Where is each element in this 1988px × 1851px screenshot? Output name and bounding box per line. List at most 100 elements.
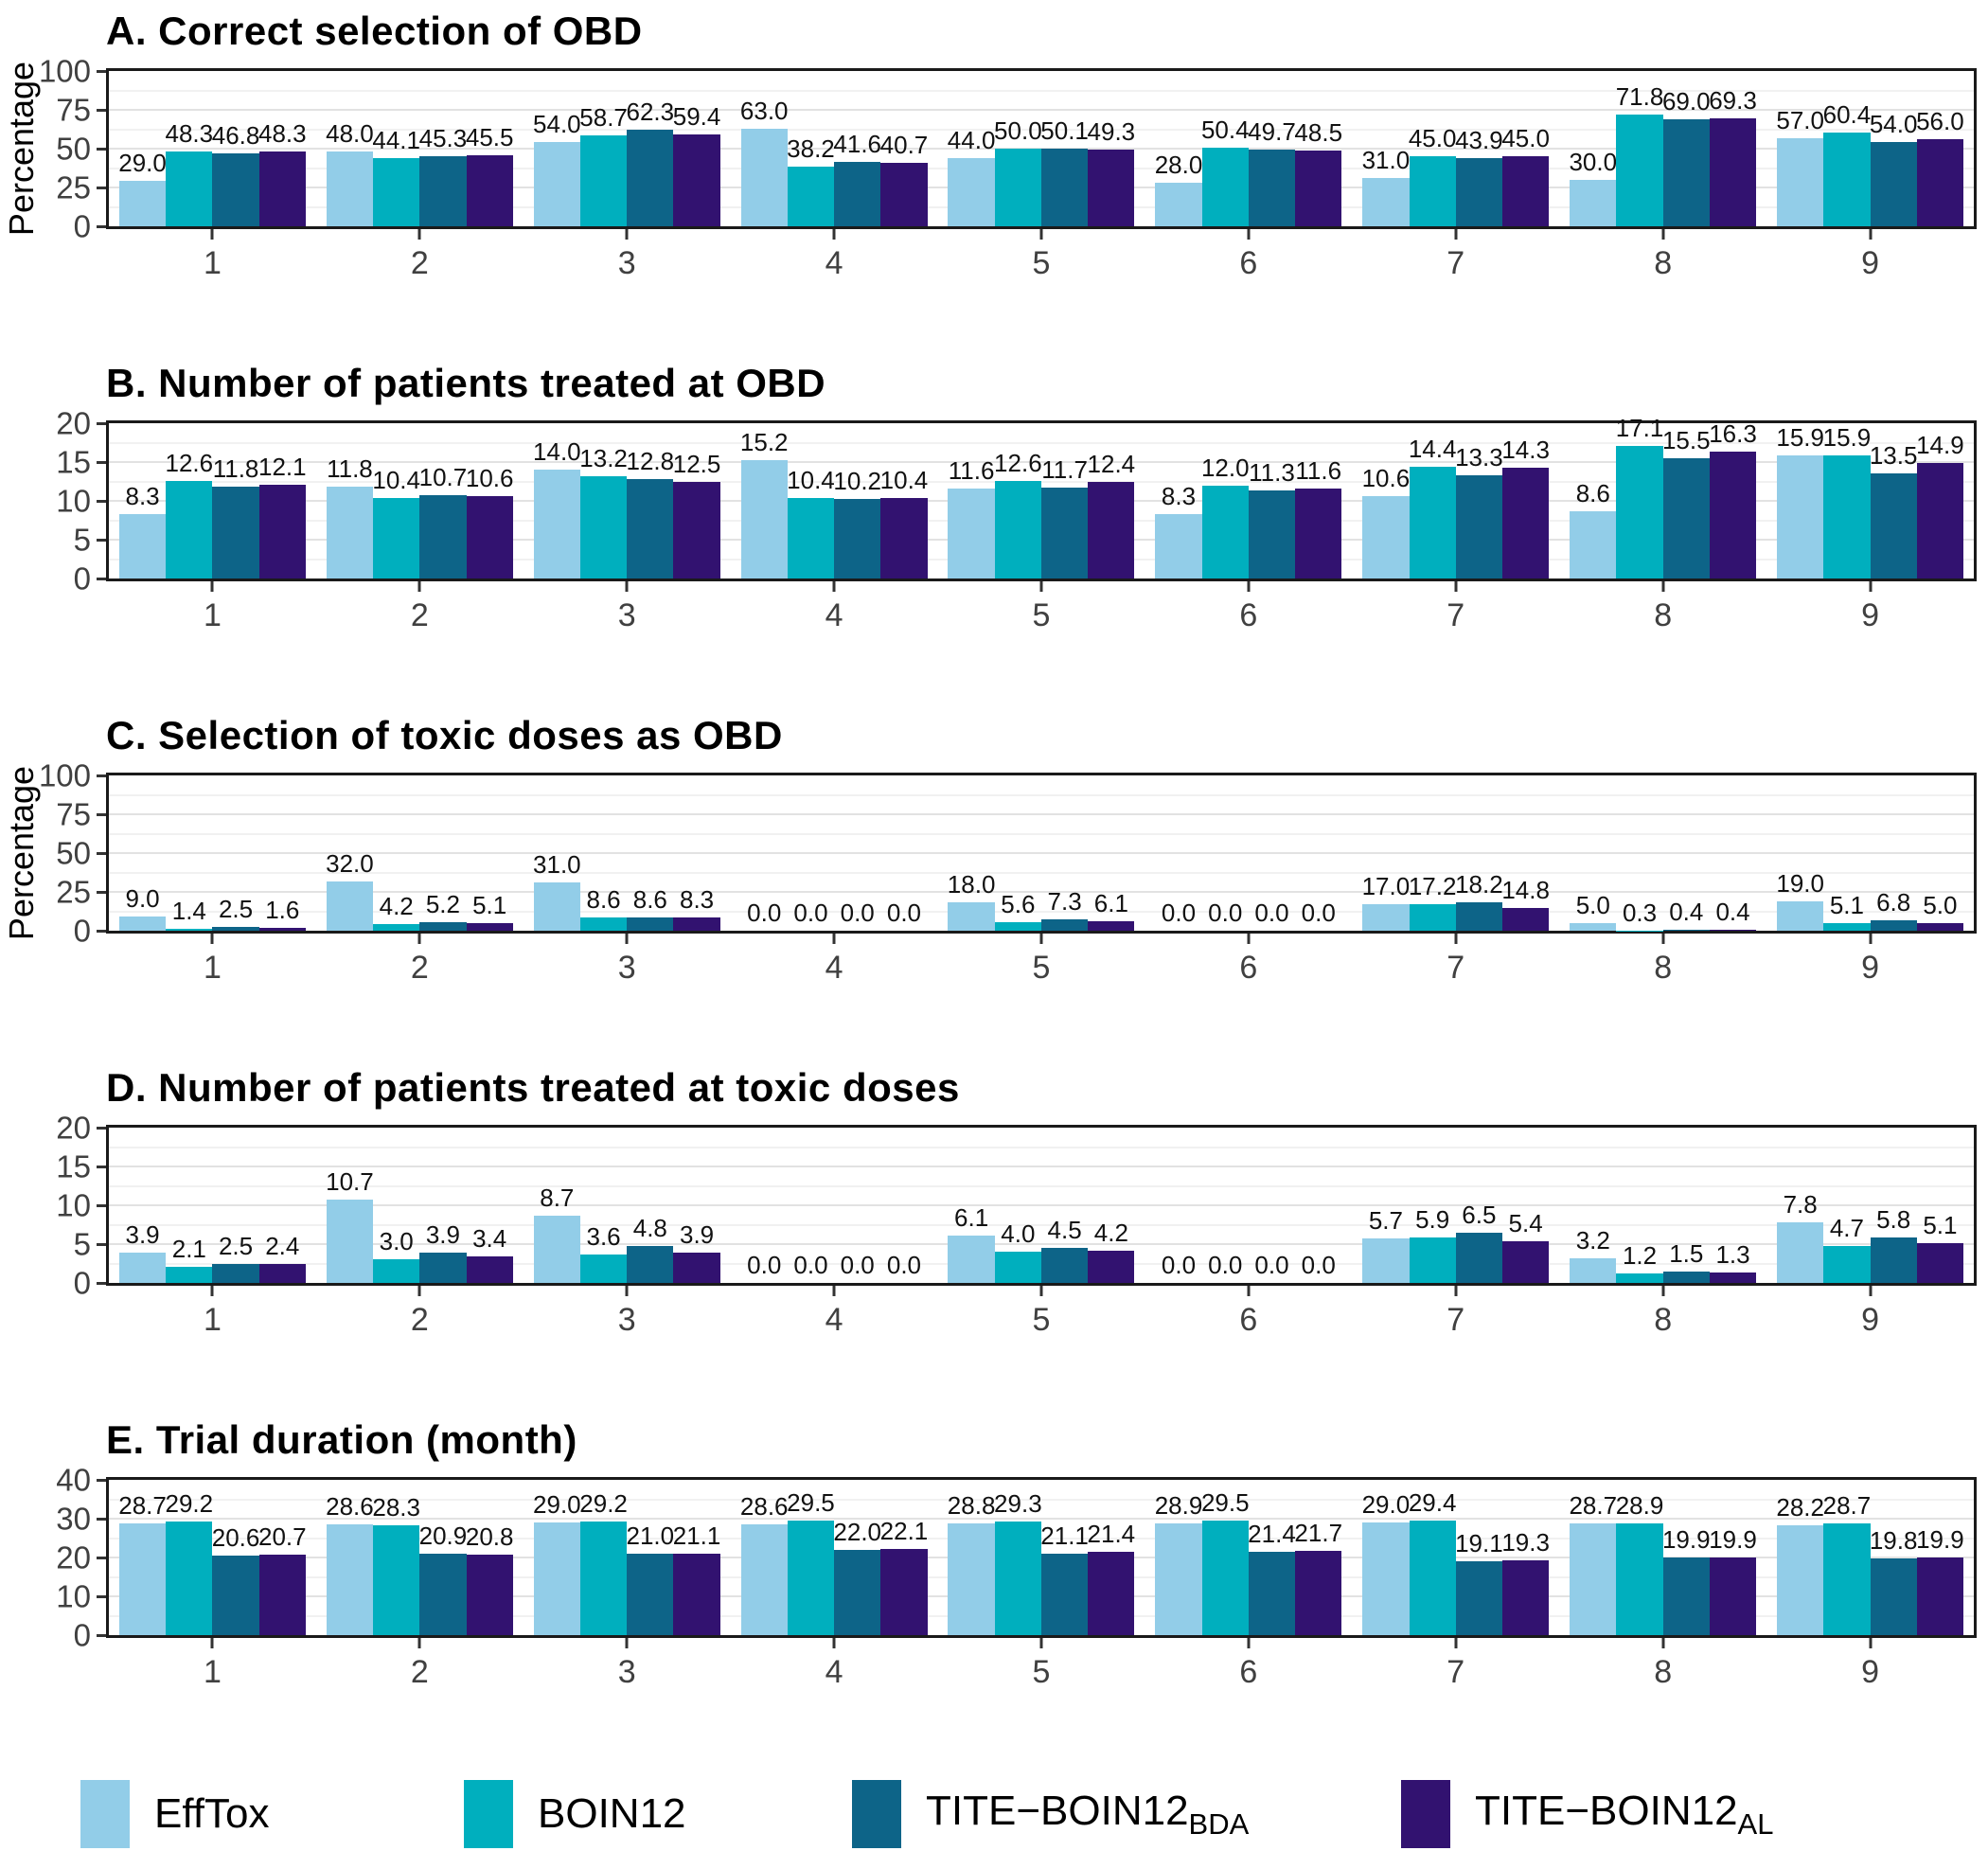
bar-boin12 — [995, 1252, 1041, 1283]
x-tick-mark — [1040, 934, 1043, 944]
y-tick-label: 30 — [56, 1504, 91, 1535]
legend-item-tite-boin12al: TITE−BOIN12AL — [1401, 1780, 1773, 1848]
bar-value-label: 10.7 — [326, 1169, 374, 1194]
x-tick-label: 3 — [618, 245, 636, 282]
bar-tite-boin12_al — [1295, 489, 1341, 578]
bar-value-label: 12.8 — [627, 449, 675, 473]
bar-value-label: 0.0 — [793, 1253, 827, 1277]
x-tick-mark — [1454, 581, 1457, 592]
bar-value-label: 29.0 — [1362, 1492, 1411, 1517]
bar-tite-boin12_bda — [627, 1246, 673, 1283]
bar-boin12 — [1410, 904, 1456, 931]
bar-value-label: 0.0 — [1302, 1253, 1336, 1277]
bar-value-label: 29.5 — [1201, 1490, 1250, 1515]
bar-value-label: 13.2 — [579, 446, 628, 471]
bar-value-label: 0.4 — [1669, 899, 1703, 924]
bar-efftox — [1155, 183, 1201, 226]
bar-value-label: 4.2 — [1094, 1220, 1128, 1245]
x-tick-mark — [626, 934, 629, 944]
bar-boin12 — [1823, 133, 1870, 226]
y-axis-label-column: Percentage — [0, 773, 44, 934]
y-tick-label: 75 — [56, 95, 91, 126]
bar-tite-boin12_bda — [212, 1264, 258, 1284]
bar-tite-boin12_al — [1502, 468, 1549, 578]
y-tick-mark — [97, 1634, 106, 1637]
bar-value-label: 10.4 — [372, 468, 420, 492]
bar-value-label: 5.6 — [1001, 892, 1035, 917]
x-tick-mark — [833, 1638, 836, 1648]
bar-value-label: 12.6 — [994, 451, 1042, 475]
bar-tite-boin12_al — [1710, 1557, 1756, 1635]
bar-value-label: 50.4 — [1201, 117, 1250, 142]
bar-tite-boin12_bda — [627, 479, 673, 578]
bar-efftox — [327, 1200, 373, 1283]
bar-boin12 — [1616, 115, 1662, 226]
bar-tite-boin12_bda — [419, 156, 466, 226]
bar-boin12 — [166, 1522, 212, 1635]
bar-tite-boin12_bda — [1249, 150, 1295, 227]
y-tick-mark — [97, 1243, 106, 1246]
y-tick-label: 5 — [74, 525, 91, 556]
x-tick-mark — [1869, 229, 1872, 240]
bar-boin12 — [1410, 467, 1456, 578]
bar-value-label: 21.1 — [673, 1523, 721, 1548]
bar-value-label: 12.4 — [1088, 452, 1136, 476]
bar-efftox — [534, 1216, 580, 1283]
legend-label-subscript: BDA — [1189, 1807, 1250, 1840]
bar-value-label: 10.4 — [787, 468, 835, 492]
y-tick-label: 5 — [74, 1229, 91, 1260]
bar-efftox — [1570, 1258, 1616, 1283]
x-tick-mark — [1869, 934, 1872, 944]
bar-value-label: 1.3 — [1715, 1242, 1749, 1267]
bar-value-label: 59.4 — [673, 104, 721, 129]
bar-efftox — [1570, 1523, 1616, 1635]
bar-boin12 — [1823, 455, 1870, 578]
bar-value-label: 3.9 — [426, 1222, 460, 1247]
bar-tite-boin12_al — [467, 496, 513, 578]
bar-value-label: 28.6 — [326, 1494, 374, 1519]
bar-efftox — [948, 489, 994, 578]
x-tick-label: 6 — [1239, 1302, 1257, 1339]
bar-value-label: 45.0 — [1409, 126, 1457, 151]
legend-label-text: TITE−BOIN12 — [1475, 1788, 1738, 1834]
bar-value-label: 28.6 — [740, 1494, 789, 1519]
bar-efftox — [1777, 138, 1823, 226]
bar-value-label: 2.1 — [172, 1237, 206, 1261]
y-tick-mark — [97, 109, 106, 112]
y-tick-label: 50 — [56, 133, 91, 165]
bar-value-label: 3.4 — [472, 1226, 506, 1251]
x-tick-mark — [1454, 1286, 1457, 1296]
bar-value-label: 21.0 — [627, 1523, 675, 1548]
bar-value-label: 20.7 — [258, 1524, 307, 1549]
bar-value-label: 4.5 — [1048, 1218, 1082, 1242]
bar-tite-boin12_bda — [1871, 1558, 1917, 1635]
x-tick-mark — [1040, 1286, 1043, 1296]
bar-value-label: 5.1 — [1830, 893, 1864, 917]
bar-value-label: 40.7 — [880, 133, 929, 157]
x-tick-label: 8 — [1654, 245, 1672, 282]
x-tick-label: 8 — [1654, 950, 1672, 987]
legend-label: BOIN12 — [538, 1790, 686, 1838]
x-tick-mark — [1661, 1286, 1664, 1296]
bar-value-label: 29.0 — [533, 1492, 581, 1517]
bar-tite-boin12_bda — [1041, 149, 1088, 226]
x-tick-mark — [211, 229, 214, 240]
bar-value-label: 5.9 — [1415, 1207, 1449, 1232]
bar-tite-boin12_al — [673, 917, 719, 931]
bar-tite-boin12_al — [1088, 1552, 1134, 1635]
bar-tite-boin12_al — [673, 134, 719, 226]
bar-value-label: 15.9 — [1823, 425, 1872, 450]
bar-value-label: 6.5 — [1462, 1202, 1496, 1227]
bar-value-label: 54.0 — [1870, 112, 1918, 136]
bar-value-label: 20.6 — [212, 1525, 260, 1550]
